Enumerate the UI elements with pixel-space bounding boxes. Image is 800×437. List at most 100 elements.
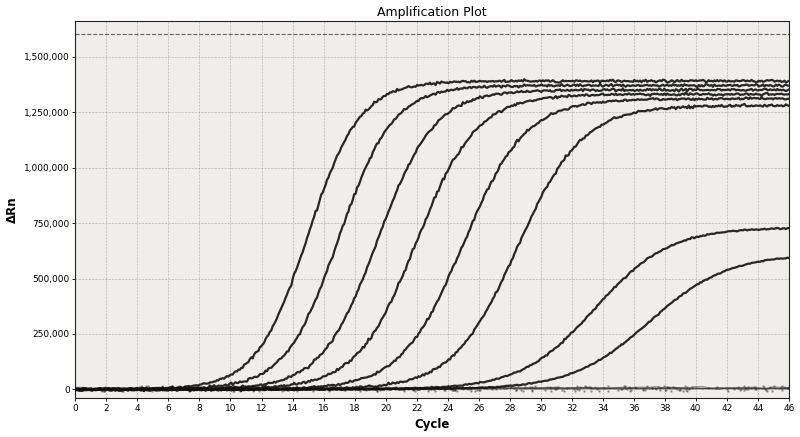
Point bbox=[438, 387, 451, 394]
Point bbox=[148, 385, 161, 392]
Point bbox=[308, 383, 321, 390]
Point bbox=[106, 386, 118, 393]
Point bbox=[234, 384, 247, 391]
Point bbox=[760, 387, 773, 394]
Point bbox=[474, 387, 486, 394]
Point bbox=[550, 384, 563, 391]
Point bbox=[507, 384, 520, 391]
Point bbox=[278, 384, 291, 391]
Point bbox=[457, 385, 470, 392]
Point bbox=[732, 383, 745, 390]
Point bbox=[417, 385, 430, 392]
Point bbox=[185, 386, 198, 393]
Point bbox=[182, 385, 195, 392]
Point bbox=[649, 385, 662, 392]
Point bbox=[362, 384, 375, 391]
Point bbox=[302, 383, 315, 390]
Point bbox=[776, 386, 789, 393]
Point bbox=[141, 384, 154, 391]
Point bbox=[220, 384, 233, 391]
Point bbox=[111, 386, 124, 393]
Point bbox=[722, 387, 735, 394]
Point bbox=[738, 387, 750, 394]
Point bbox=[234, 385, 246, 392]
Point bbox=[287, 386, 300, 393]
Point bbox=[281, 386, 294, 393]
Point bbox=[413, 385, 426, 392]
Point bbox=[499, 385, 512, 392]
Point bbox=[132, 384, 145, 391]
Point bbox=[742, 384, 754, 391]
Point bbox=[402, 385, 414, 392]
Point bbox=[312, 383, 325, 390]
Point bbox=[673, 386, 686, 393]
Point bbox=[116, 387, 129, 394]
Point bbox=[382, 383, 395, 390]
Point bbox=[623, 385, 636, 392]
Point bbox=[749, 385, 762, 392]
Point bbox=[473, 387, 486, 394]
Point bbox=[210, 386, 223, 393]
Point bbox=[756, 383, 769, 390]
Point bbox=[545, 385, 558, 392]
Point bbox=[469, 385, 482, 392]
Point bbox=[775, 383, 788, 390]
Point bbox=[598, 385, 610, 392]
Point bbox=[258, 385, 270, 392]
Point bbox=[465, 388, 478, 395]
Point bbox=[138, 385, 151, 392]
Point bbox=[584, 383, 597, 390]
Point bbox=[618, 385, 631, 392]
Point bbox=[538, 386, 551, 393]
Point bbox=[172, 384, 185, 391]
Point bbox=[74, 387, 86, 394]
Point bbox=[429, 387, 442, 394]
Point bbox=[602, 388, 614, 395]
Point bbox=[228, 385, 241, 392]
Point bbox=[237, 387, 250, 394]
Point bbox=[623, 384, 636, 391]
Point bbox=[362, 385, 375, 392]
Point bbox=[649, 385, 662, 392]
Point bbox=[679, 383, 692, 390]
Point bbox=[505, 383, 518, 390]
Point bbox=[338, 385, 350, 392]
Point bbox=[357, 386, 370, 393]
Point bbox=[338, 386, 351, 393]
Point bbox=[548, 384, 561, 391]
Point bbox=[343, 383, 356, 390]
Point bbox=[616, 385, 629, 392]
Point bbox=[234, 387, 246, 394]
Point bbox=[438, 384, 451, 391]
Point bbox=[401, 385, 414, 392]
Point bbox=[103, 384, 116, 391]
Point bbox=[218, 384, 230, 391]
Point bbox=[618, 383, 630, 390]
Point bbox=[97, 387, 110, 394]
Point bbox=[767, 383, 780, 390]
Point bbox=[463, 386, 476, 393]
Point bbox=[352, 385, 365, 392]
Point bbox=[443, 385, 456, 392]
Point bbox=[178, 383, 191, 390]
Point bbox=[359, 387, 372, 394]
Point bbox=[461, 385, 474, 392]
Point bbox=[558, 387, 570, 394]
Point bbox=[378, 385, 390, 392]
Point bbox=[398, 387, 410, 394]
Point bbox=[295, 383, 308, 390]
Point bbox=[654, 386, 666, 393]
Point bbox=[778, 384, 791, 391]
Point bbox=[458, 385, 470, 392]
Point bbox=[702, 384, 714, 391]
Point bbox=[278, 384, 290, 391]
Point bbox=[351, 384, 364, 391]
Point bbox=[143, 386, 156, 393]
Point bbox=[580, 383, 593, 390]
Point bbox=[98, 388, 110, 395]
Point bbox=[574, 383, 586, 390]
Point bbox=[438, 387, 450, 394]
Point bbox=[550, 384, 563, 391]
Point bbox=[207, 387, 220, 394]
Point bbox=[373, 386, 386, 393]
